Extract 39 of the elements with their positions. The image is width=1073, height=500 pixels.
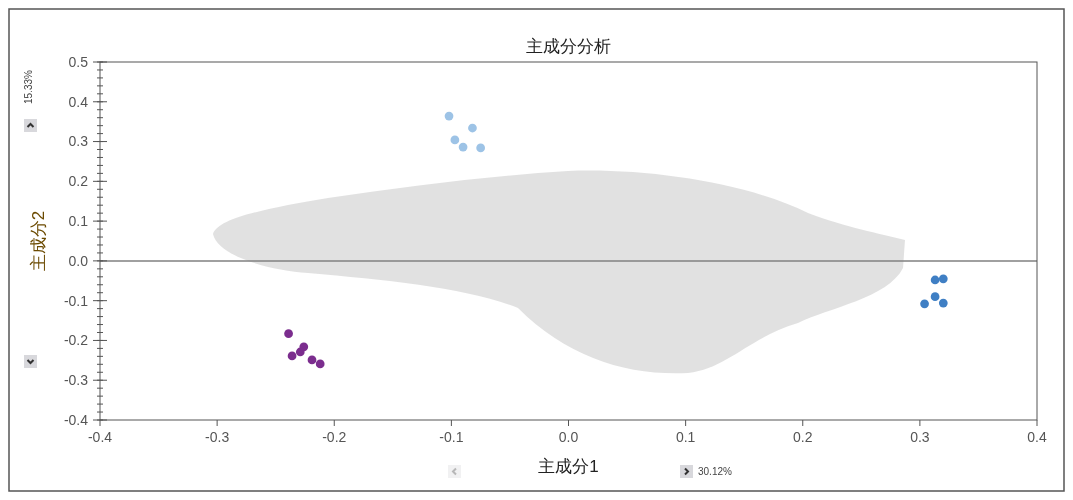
point [476,143,486,153]
y-tick-label: 0.1 [68,213,89,230]
y-tick-label: 0.3 [68,133,89,150]
point [938,274,948,284]
x-tick-label: -0.1 [439,429,464,445]
x-tick-label: -0.3 [205,429,230,445]
point [444,111,454,121]
point [284,329,293,339]
point [920,299,929,309]
x-tick-label: -0.4 [87,429,113,445]
y-tick-label: 0.0 [68,252,89,269]
x-axis-title: 主成分1 [538,457,599,476]
point [468,123,477,133]
x-tick-label: 0.3 [910,429,930,445]
x-tick-label: 0.1 [675,429,696,445]
point [287,351,297,361]
x-tick-label: 0.0 [558,429,579,445]
point [458,142,468,152]
x-tick-label: 0.4 [1027,429,1047,445]
point [930,275,940,285]
text: 15.33% [23,69,34,104]
chart-title: 主成分分析 [526,37,611,56]
y-tick-label: -0.1 [63,292,89,309]
y-tick-label: -0.2 [63,332,89,349]
x-tick-label: -0.2 [322,429,347,445]
y-tick-label: -0.3 [63,372,89,389]
y-tick-label: -0.4 [63,411,89,428]
y-tick-label: 0.4 [68,93,89,110]
text: 30.12% [698,466,733,477]
point [450,135,460,145]
x-tick-label: 0.2 [793,429,813,445]
y-tick-label: 0.2 [68,173,89,190]
point [307,355,317,365]
y-axis-title: 主成分2 [29,210,48,272]
y-tick-label: 0.5 [68,53,89,70]
point [930,292,940,302]
point [938,298,948,308]
point [315,359,325,369]
point [299,342,309,352]
